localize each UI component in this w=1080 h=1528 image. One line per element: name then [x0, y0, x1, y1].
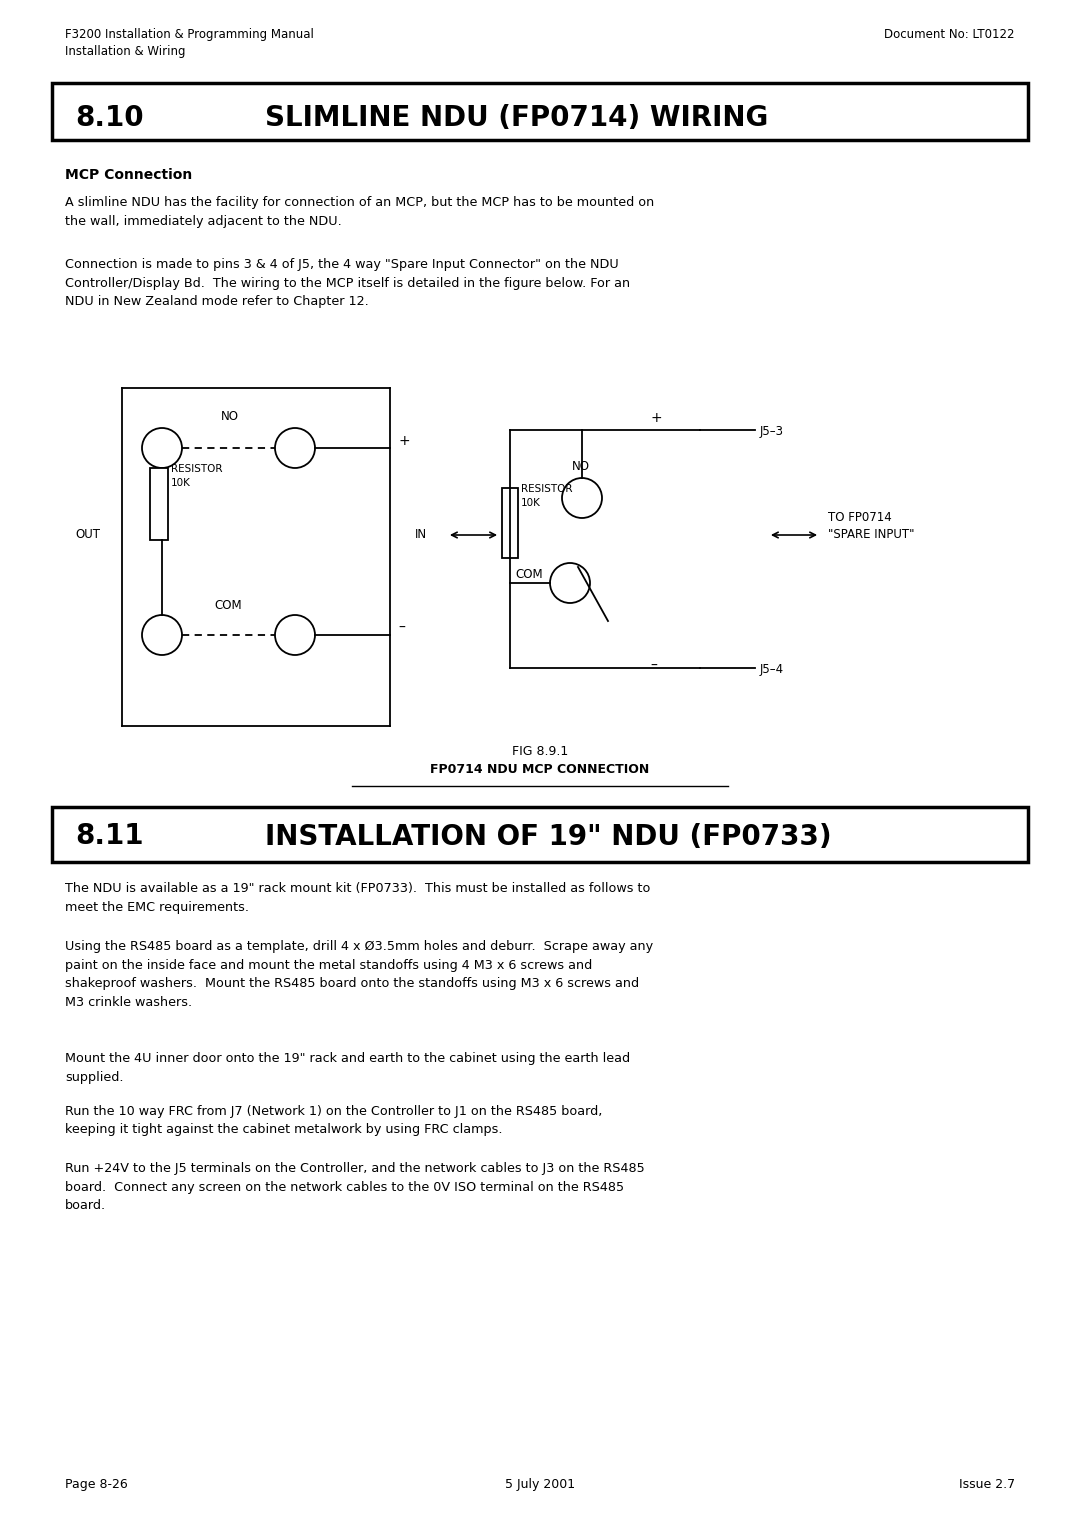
Text: Page 8-26: Page 8-26: [65, 1478, 127, 1491]
Text: MCP Connection: MCP Connection: [65, 168, 192, 182]
Text: Run the 10 way FRC from J7 (Network 1) on the Controller to J1 on the RS485 boar: Run the 10 way FRC from J7 (Network 1) o…: [65, 1105, 603, 1137]
Text: Using the RS485 board as a template, drill 4 x Ø3.5mm holes and deburr.  Scrape : Using the RS485 board as a template, dri…: [65, 940, 653, 1008]
Text: NO: NO: [572, 460, 590, 474]
Text: 5 July 2001: 5 July 2001: [505, 1478, 575, 1491]
Text: TO FP0714: TO FP0714: [828, 510, 892, 524]
Text: J5–3: J5–3: [760, 425, 784, 439]
Text: Document No: LT0122: Document No: LT0122: [885, 28, 1015, 41]
Text: +: +: [650, 411, 662, 425]
Text: Issue 2.7: Issue 2.7: [959, 1478, 1015, 1491]
Text: 10K: 10K: [171, 478, 191, 487]
Text: COM: COM: [215, 599, 242, 613]
Text: "SPARE INPUT": "SPARE INPUT": [828, 529, 915, 541]
Bar: [52, 807, 1028, 862]
Text: J5–4: J5–4: [760, 663, 784, 675]
Text: Installation & Wiring: Installation & Wiring: [65, 44, 186, 58]
Text: 10K: 10K: [521, 498, 541, 507]
Text: –: –: [399, 620, 405, 636]
Text: COM: COM: [515, 568, 542, 581]
Text: 8.10: 8.10: [75, 104, 144, 131]
Text: OUT: OUT: [75, 529, 100, 541]
Text: 8.11: 8.11: [75, 822, 144, 851]
Text: RESISTOR: RESISTOR: [521, 484, 572, 494]
Text: The NDU is available as a 19" rack mount kit (FP0733).  This must be installed a: The NDU is available as a 19" rack mount…: [65, 882, 650, 914]
Text: Mount the 4U inner door onto the 19" rack and earth to the cabinet using the ear: Mount the 4U inner door onto the 19" rac…: [65, 1051, 630, 1083]
Text: FP0714 NDU MCP CONNECTION: FP0714 NDU MCP CONNECTION: [430, 762, 650, 776]
Text: NO: NO: [220, 410, 239, 423]
Text: Run +24V to the J5 terminals on the Controller, and the network cables to J3 on : Run +24V to the J5 terminals on the Cont…: [65, 1161, 645, 1212]
Bar: [150, 468, 168, 539]
Text: FIG 8.9.1: FIG 8.9.1: [512, 746, 568, 758]
Text: F3200 Installation & Programming Manual: F3200 Installation & Programming Manual: [65, 28, 314, 41]
Text: RESISTOR: RESISTOR: [171, 465, 222, 474]
Bar: [52, 83, 1028, 141]
Bar: [502, 487, 518, 558]
Text: A slimline NDU has the facility for connection of an MCP, but the MCP has to be : A slimline NDU has the facility for conn…: [65, 196, 654, 228]
Text: –: –: [650, 659, 657, 672]
Text: INSTALLATION OF 19" NDU (FP0733): INSTALLATION OF 19" NDU (FP0733): [265, 822, 832, 851]
Text: SLIMLINE NDU (FP0714) WIRING: SLIMLINE NDU (FP0714) WIRING: [265, 104, 768, 131]
Text: IN: IN: [415, 529, 427, 541]
Text: Connection is made to pins 3 & 4 of J5, the 4 way "Spare Input Connector" on the: Connection is made to pins 3 & 4 of J5, …: [65, 258, 630, 309]
Text: +: +: [399, 434, 409, 448]
